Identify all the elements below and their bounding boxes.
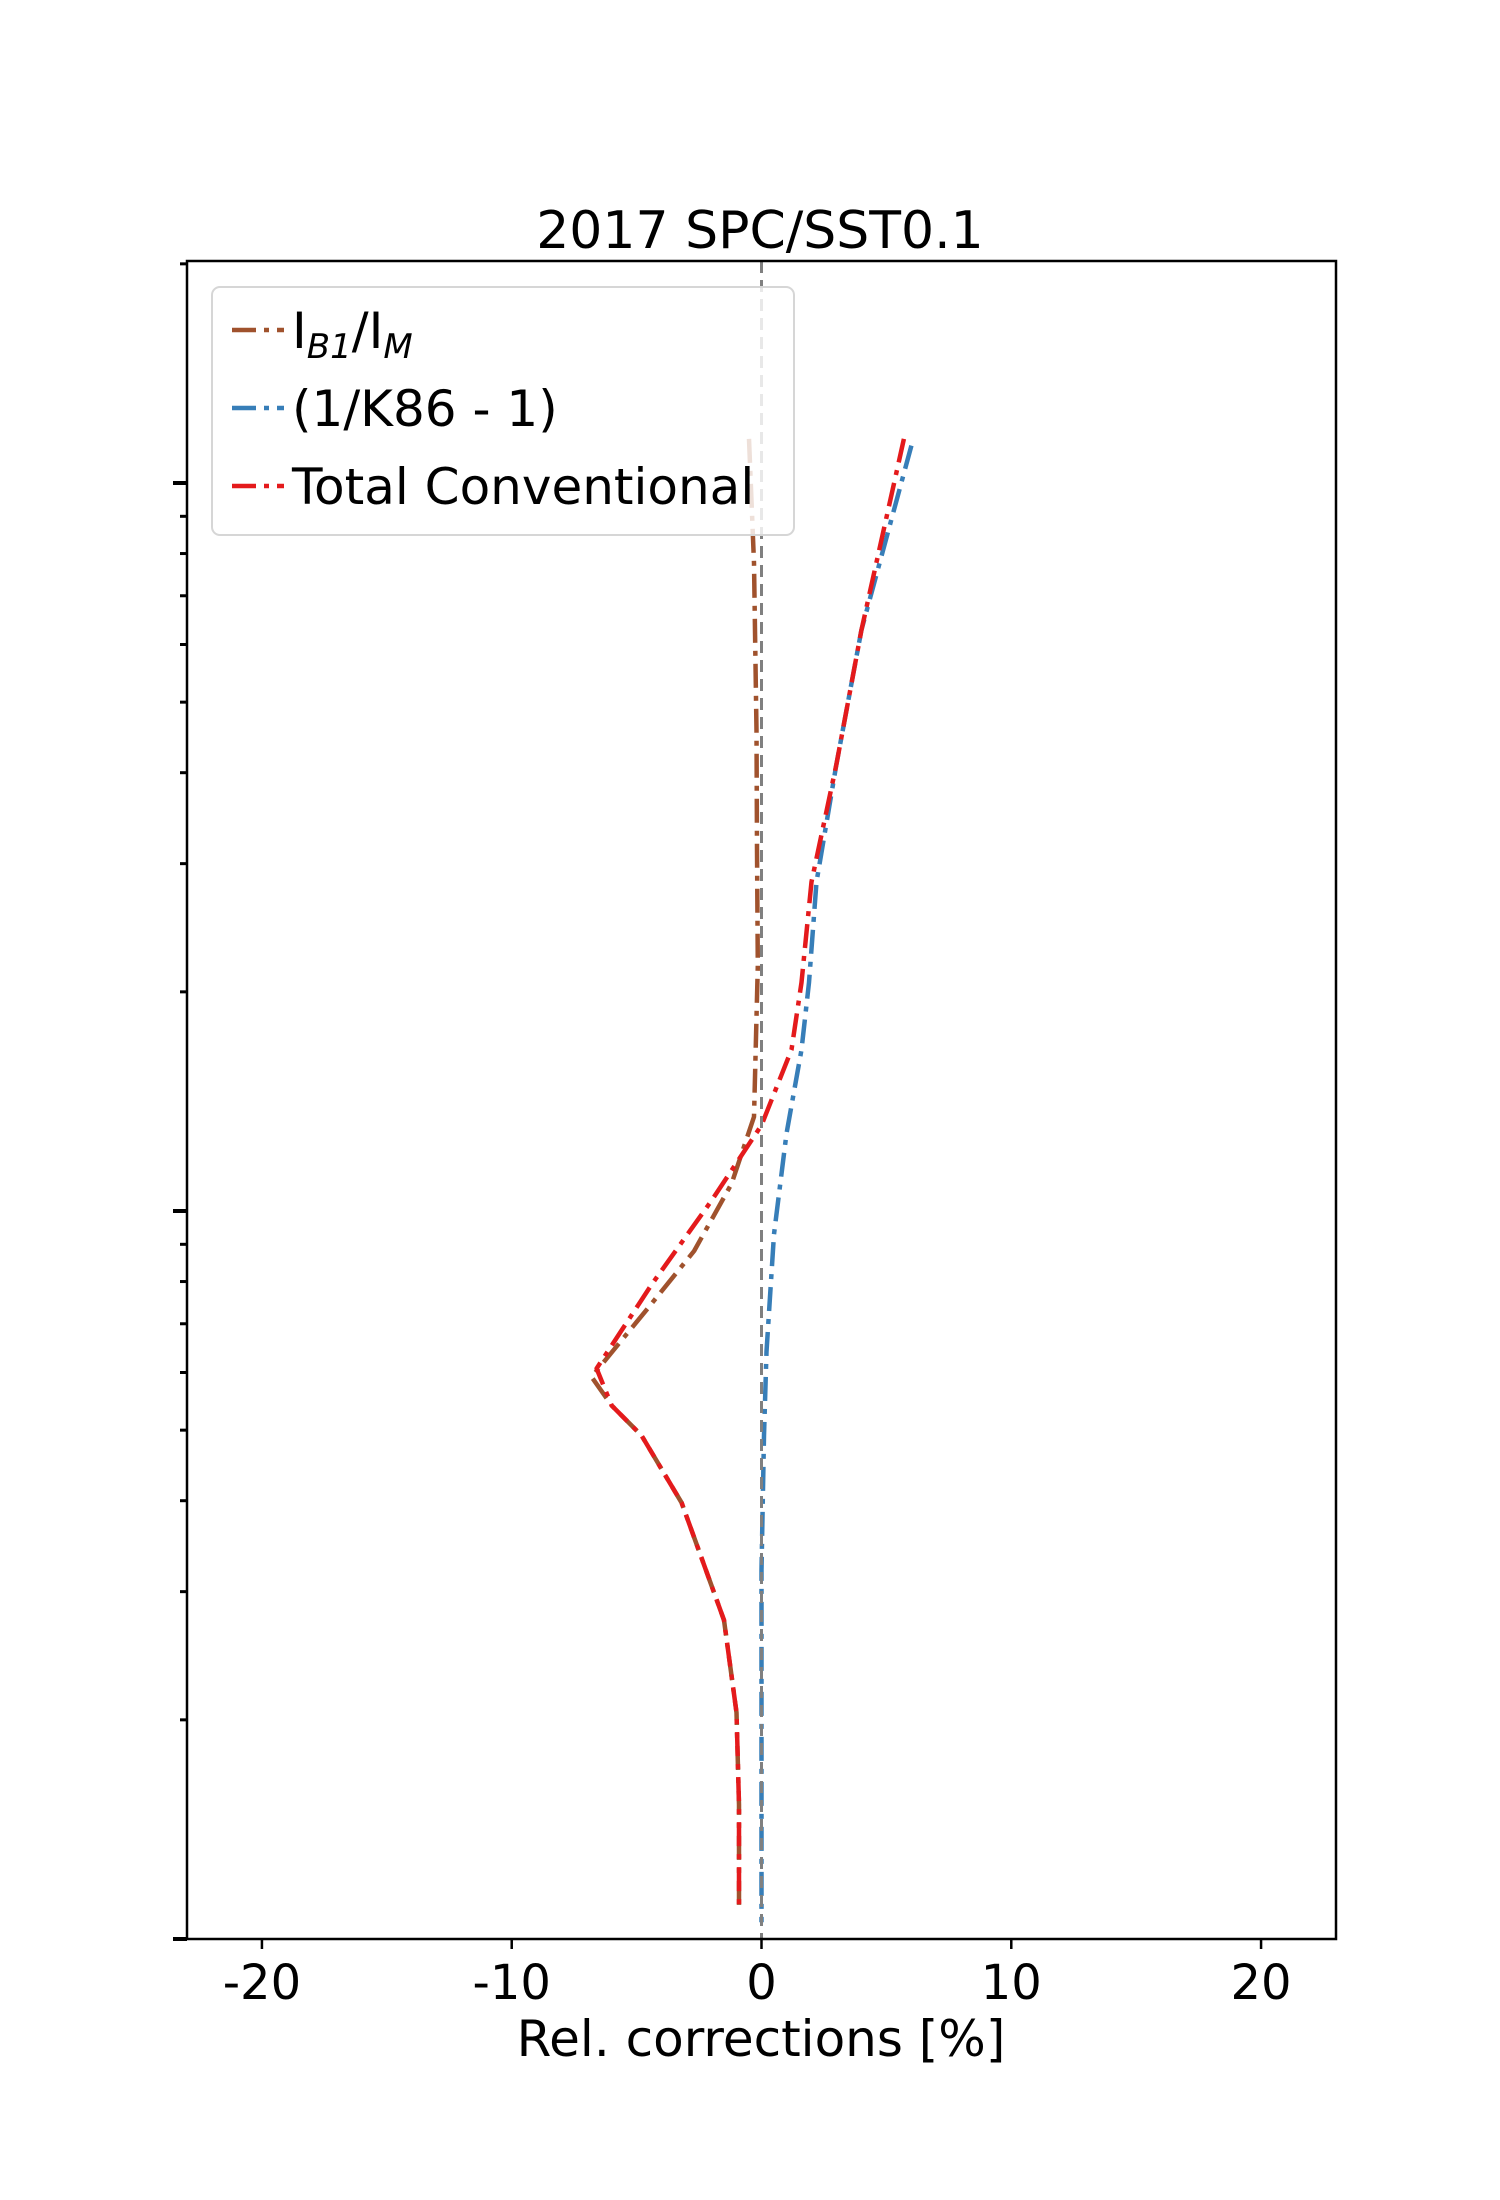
legend-ib1-slash: /I — [352, 302, 384, 360]
x-tick-label-2: 0 — [746, 1955, 777, 2011]
legend: IB1/IM (1/K86 - 1) Total Conventional — [211, 286, 795, 536]
x-tick-label-1: -10 — [473, 1955, 551, 2011]
legend-label-ib1: IB1/IM — [292, 302, 413, 367]
x-tick-label-3: 10 — [981, 1955, 1042, 2011]
legend-label-k86: (1/K86 - 1) — [292, 380, 558, 438]
y-axis — [173, 262, 187, 1941]
legend-box — [211, 286, 795, 536]
legend-ib1-sub1: B1 — [307, 327, 352, 367]
series-line-0 — [589, 438, 761, 1906]
x-axis: -20 -10 0 10 20 — [223, 1939, 1292, 2011]
series-line-2 — [594, 438, 907, 1906]
chart-title: 2017 SPC/SST0.1 — [536, 201, 984, 261]
series-layer — [589, 438, 914, 1923]
x-tick-label-0: -20 — [223, 1955, 301, 2011]
legend-ib1-sub2: M — [383, 327, 412, 367]
legend-ib1-main: I — [292, 302, 307, 360]
x-axis-label: Rel. corrections [%] — [517, 2010, 1006, 2068]
legend-label-total: Total Conventional — [291, 458, 754, 516]
x-tick-label-4: 20 — [1231, 1955, 1292, 2011]
